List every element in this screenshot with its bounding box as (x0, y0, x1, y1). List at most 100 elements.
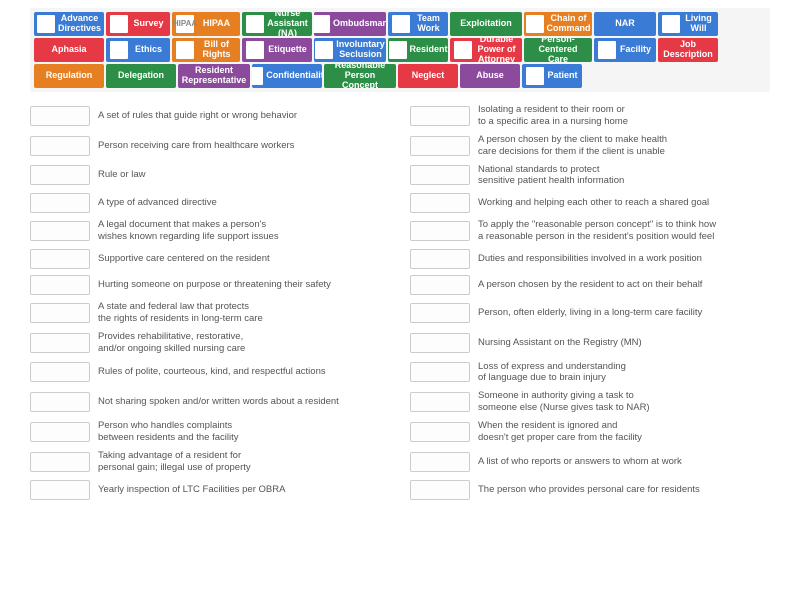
tile-icon (662, 15, 680, 33)
definition-row: A legal document that makes a person'swi… (30, 219, 390, 243)
term-tile[interactable]: Abuse (460, 64, 520, 88)
tile-label: Abuse (464, 71, 516, 81)
drop-slot[interactable] (410, 193, 470, 213)
definition-row: Duties and responsibilities involved in … (410, 249, 770, 269)
tile-label: Neglect (402, 71, 454, 81)
drop-slot[interactable] (410, 165, 470, 185)
definition-row: The person who provides personal care fo… (410, 480, 770, 500)
drop-slot[interactable] (30, 106, 90, 126)
tile-icon (246, 15, 264, 33)
tile-label: Patient (547, 71, 578, 81)
term-tile[interactable]: Aphasia (34, 38, 104, 62)
definition-text: Hurting someone on purpose or threatenin… (98, 279, 331, 291)
definition-text: A set of rules that guide right or wrong… (98, 110, 297, 122)
tile-label: Confidentiality (266, 71, 322, 81)
term-tile[interactable]: HIPAAHIPAA (172, 12, 240, 36)
term-tile[interactable]: Person-Centered Care (524, 38, 592, 62)
drop-slot[interactable] (30, 303, 90, 323)
term-tile[interactable]: Resident Representative (178, 64, 250, 88)
definition-row: Nursing Assistant on the Registry (MN) (410, 331, 770, 355)
tile-label: Durable Power of Attorney (475, 38, 518, 62)
definition-text: Working and helping each other to reach … (478, 197, 709, 209)
definition-text: Person, often elderly, living in a long-… (478, 307, 702, 319)
tile-label: Survey (131, 19, 166, 29)
term-tile[interactable]: Exploitation (450, 12, 522, 36)
term-tile[interactable]: Durable Power of Attorney (450, 38, 522, 62)
drop-slot[interactable] (30, 275, 90, 295)
term-tile[interactable]: Reasonable Person Concept (324, 64, 396, 88)
term-tile[interactable]: Patient (522, 64, 582, 88)
definition-text: When the resident is ignored anddoesn't … (478, 420, 642, 444)
term-tile[interactable]: Delegation (106, 64, 176, 88)
drop-slot[interactable] (410, 249, 470, 269)
drop-slot[interactable] (410, 392, 470, 412)
term-tile[interactable]: Bill of Rights (172, 38, 240, 62)
drop-slot[interactable] (30, 362, 90, 382)
term-tile[interactable]: Involuntary Seclusion (314, 38, 386, 62)
term-tile[interactable]: Regulation (34, 64, 104, 88)
term-tile[interactable]: Job Description (658, 38, 718, 62)
definition-row: A type of advanced directive (30, 193, 390, 213)
drop-slot[interactable] (410, 362, 470, 382)
tile-label: Resident (410, 45, 448, 55)
term-tile[interactable]: Nurse Assistant (NA) (242, 12, 312, 36)
tile-label: Facility (619, 45, 652, 55)
term-tile[interactable]: Facility (594, 38, 656, 62)
tile-icon (37, 15, 55, 33)
drop-slot[interactable] (410, 452, 470, 472)
tile-label: Chain of Command (547, 14, 591, 34)
definition-row: Not sharing spoken and/or written words … (30, 390, 390, 414)
definition-text: A person chosen by the client to make he… (478, 134, 667, 158)
drop-slot[interactable] (410, 422, 470, 442)
drop-slot[interactable] (30, 165, 90, 185)
tile-icon (454, 41, 472, 59)
drop-slot[interactable] (30, 480, 90, 500)
drop-slot[interactable] (30, 193, 90, 213)
drop-slot[interactable] (30, 392, 90, 412)
tiles-panel: Advance Directives Survey HIPAAHIPAANurse … (30, 8, 770, 92)
term-tile[interactable]: Neglect (398, 64, 458, 88)
drop-slot[interactable] (30, 452, 90, 472)
drop-slot[interactable] (410, 136, 470, 156)
definition-text: Taking advantage of a resident forperson… (98, 450, 251, 474)
tile-label: Exploitation (454, 19, 518, 29)
term-tile[interactable]: Advance Directives (34, 12, 104, 36)
definition-text: Person receiving care from healthcare wo… (98, 140, 294, 152)
drop-slot[interactable] (30, 249, 90, 269)
definition-row: A state and federal law that protectsthe… (30, 301, 390, 325)
definition-row: A person chosen by the resident to act o… (410, 275, 770, 295)
definition-text: Loss of express and understandingof lang… (478, 361, 626, 385)
drop-slot[interactable] (30, 333, 90, 353)
definition-row: When the resident is ignored anddoesn't … (410, 420, 770, 444)
term-tile[interactable]: Etiquette (242, 38, 312, 62)
drop-slot[interactable] (30, 136, 90, 156)
drop-slot[interactable] (410, 275, 470, 295)
term-tile[interactable]: Confidentiality (252, 64, 322, 88)
term-tile[interactable]: Chain of Command (524, 12, 592, 36)
term-tile[interactable]: Resident (388, 38, 448, 62)
drop-slot[interactable] (410, 303, 470, 323)
term-tile[interactable]: Living Will (658, 12, 718, 36)
tile-label: Bill of Rights (197, 40, 236, 60)
term-tile[interactable]: Survey (106, 12, 170, 36)
term-tile[interactable]: NAR (594, 12, 656, 36)
definition-row: Taking advantage of a resident forperson… (30, 450, 390, 474)
drop-slot[interactable] (410, 333, 470, 353)
drop-slot[interactable] (410, 106, 470, 126)
tile-label: Involuntary Seclusion (336, 40, 385, 60)
definition-text: Nursing Assistant on the Registry (MN) (478, 337, 642, 349)
tile-icon (598, 41, 616, 59)
drop-slot[interactable] (410, 221, 470, 241)
term-tile[interactable]: Ethics (106, 38, 170, 62)
tile-label: Etiquette (267, 45, 308, 55)
tile-icon (176, 41, 194, 59)
drop-slot[interactable] (30, 422, 90, 442)
tile-icon (246, 41, 264, 59)
drop-slot[interactable] (410, 480, 470, 500)
definition-row: Person receiving care from healthcare wo… (30, 134, 390, 158)
term-tile[interactable]: Ombudsman (314, 12, 386, 36)
drop-slot[interactable] (30, 221, 90, 241)
term-tile[interactable]: Team Work (388, 12, 448, 36)
definition-text: Isolating a resident to their room orto … (478, 104, 628, 128)
definition-row: Working and helping each other to reach … (410, 193, 770, 213)
